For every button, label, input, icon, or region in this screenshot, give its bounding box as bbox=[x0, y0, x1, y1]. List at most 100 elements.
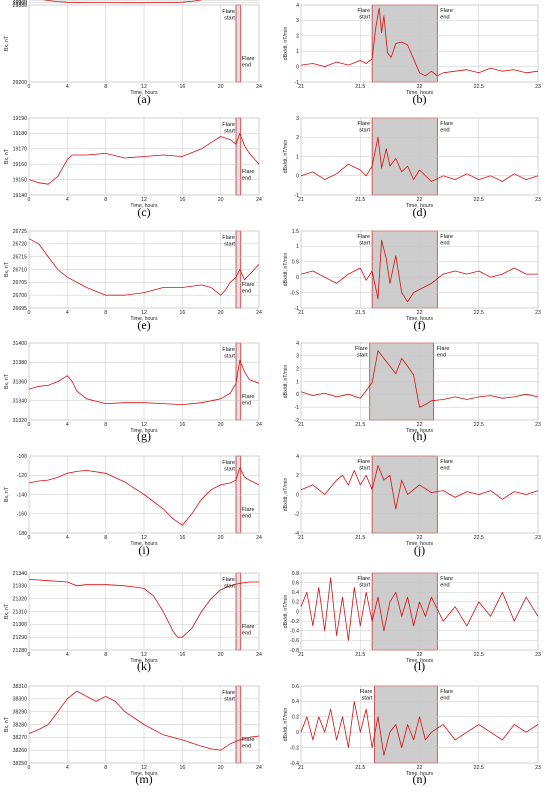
x-tick-label: 12 bbox=[141, 652, 147, 658]
y-tick-label: 3 bbox=[296, 116, 299, 122]
flare-end-word: end bbox=[242, 176, 251, 182]
y-axis-label: dBx/dt, nT/min bbox=[283, 478, 289, 512]
flare-end-word: end bbox=[440, 241, 449, 247]
flare-start-word: start bbox=[362, 696, 373, 702]
x-axis-label: Time, hours bbox=[406, 428, 434, 434]
x-tick-label: 21 bbox=[298, 765, 304, 771]
y-tick-label: 1.5 bbox=[292, 229, 299, 235]
x-tick-label: 0 bbox=[28, 652, 31, 658]
flare-start-word: start bbox=[359, 15, 370, 21]
y-tick-label: 19160 bbox=[13, 162, 28, 168]
y-tick-label: 19180 bbox=[13, 131, 28, 137]
x-tick-label: 22 bbox=[417, 765, 423, 771]
flare-end-annotation: Flare end bbox=[242, 507, 255, 520]
panel-label: (b) bbox=[413, 92, 427, 106]
flare-start-annotation: Flare start bbox=[357, 234, 370, 247]
flare-end-word: Flare bbox=[242, 169, 255, 175]
flare-end-annotation: Flare end bbox=[242, 169, 255, 182]
y-tick-label: 31380 bbox=[13, 360, 28, 366]
y-tick-label: -0.8 bbox=[290, 648, 299, 654]
x-tick-label: 22.5 bbox=[474, 652, 484, 658]
y-tick-label: 0 bbox=[296, 392, 299, 398]
y-tick-label: 19190 bbox=[13, 116, 28, 122]
y-tick-label: 0 bbox=[296, 492, 299, 498]
x-tick-label: 21.5 bbox=[355, 535, 365, 541]
y-tick-label: 1 bbox=[296, 154, 299, 160]
x-tick-label: 23 bbox=[535, 422, 541, 428]
x-axis-label: Time, hours bbox=[130, 428, 158, 434]
y-axis-label: dBx/dt, nT/min bbox=[283, 140, 289, 174]
x-tick-label: 21.5 bbox=[355, 84, 365, 90]
y-tick-label: 0 bbox=[296, 730, 299, 736]
flare-region bbox=[235, 117, 242, 196]
flare-start-word: start bbox=[224, 129, 235, 135]
y-tick-label: -100 bbox=[17, 454, 27, 460]
y-tick-label: 26700 bbox=[13, 293, 28, 299]
y-tick-label: 0.4 bbox=[292, 699, 299, 705]
flare-start-word: start bbox=[224, 354, 235, 360]
flare-end-word: Flare bbox=[242, 624, 255, 630]
x-tick-label: 20 bbox=[218, 765, 224, 771]
flare-end-word: end bbox=[242, 744, 251, 750]
flare-end-annotation: Flare end bbox=[440, 8, 453, 21]
x-tick-label: 4 bbox=[66, 84, 69, 90]
flare-start-word: Flare bbox=[357, 121, 370, 127]
y-axis-label: Bx, nT bbox=[4, 373, 10, 389]
x-tick-label: 22.5 bbox=[474, 197, 484, 203]
y-tick-label: 21340 bbox=[13, 571, 28, 577]
x-tick-label: 23 bbox=[535, 535, 541, 541]
x-tick-label: 16 bbox=[179, 84, 185, 90]
y-tick-label: 1 bbox=[296, 244, 299, 250]
x-axis-label: Time, hours bbox=[406, 658, 434, 664]
flare-start-word: start bbox=[224, 16, 235, 22]
y-tick-label: 2 bbox=[296, 473, 299, 479]
flare-start-word: Flare bbox=[222, 347, 235, 353]
y-tick-label: 21320 bbox=[13, 596, 28, 602]
x-tick-label: 8 bbox=[104, 310, 107, 316]
flare-start-word: start bbox=[359, 466, 370, 472]
y-tick-label: 38250 bbox=[13, 761, 28, 767]
x-tick-label: 20 bbox=[218, 197, 224, 203]
x-tick-label: 21.5 bbox=[355, 422, 365, 428]
y-tick-label: 4 bbox=[296, 454, 299, 460]
y-tick-label: 38280 bbox=[13, 722, 28, 728]
x-tick-label: 24 bbox=[256, 84, 262, 90]
y-tick-label: 4 bbox=[296, 341, 299, 347]
y-tick-label: 0 bbox=[296, 64, 299, 70]
flare-end-word: end bbox=[242, 514, 251, 520]
x-tick-label: 23 bbox=[535, 765, 541, 771]
x-tick-label: 24 bbox=[256, 197, 262, 203]
x-axis-label: Time, hours bbox=[130, 658, 158, 664]
flare-end-annotation: Flare end bbox=[242, 56, 255, 69]
x-tick-label: 22 bbox=[417, 197, 423, 203]
x-tick-label: 23 bbox=[535, 652, 541, 658]
flare-end-word: Flare bbox=[440, 459, 453, 465]
y-tick-label: -2 bbox=[294, 418, 299, 424]
flare-end-word: end bbox=[242, 631, 251, 637]
x-axis-label: Time, hours bbox=[406, 771, 434, 777]
flare-start-word: Flare bbox=[222, 690, 235, 696]
y-tick-label: 26710 bbox=[13, 267, 28, 273]
x-tick-label: 16 bbox=[179, 652, 185, 658]
panel-a: 0481216202429880299002992029940299602998… bbox=[4, 0, 262, 106]
y-tick-label: 1 bbox=[296, 49, 299, 55]
x-tick-label: 4 bbox=[66, 197, 69, 203]
panel-k: 0 4 8 12 16 20 24 21280 21290 21300 21310 21320 2133… bbox=[4, 571, 262, 673]
panel-n: 21 21.5 22 22.5 23 -0.4 -0.2 0 0.2 0.4 0.6 Time, ho… bbox=[283, 684, 541, 786]
x-tick-label: 20 bbox=[218, 422, 224, 428]
y-tick-label: 0 bbox=[296, 275, 299, 281]
x-tick-label: 20 bbox=[218, 84, 224, 90]
y-tick-label: -140 bbox=[17, 492, 27, 498]
y-tick-label: 21310 bbox=[13, 609, 28, 615]
panel-l: 21 21.5 22 22.5 23 -0.8 -0.6 -0.4 -0.2 0 0.2 0.4 0.6… bbox=[283, 571, 541, 673]
x-tick-label: 4 bbox=[66, 422, 69, 428]
y-tick-label: -1 bbox=[294, 405, 299, 411]
y-tick-label: 3 bbox=[296, 18, 299, 24]
y-tick-label: 21300 bbox=[13, 622, 28, 628]
panel-label: (k) bbox=[137, 659, 151, 673]
y-tick-label: 2 bbox=[296, 366, 299, 372]
flare-end-word: end bbox=[437, 353, 446, 359]
x-axis-label: Time, hours bbox=[406, 90, 434, 96]
panel-label: (a) bbox=[137, 92, 150, 106]
flare-end-word: Flare bbox=[242, 507, 255, 513]
